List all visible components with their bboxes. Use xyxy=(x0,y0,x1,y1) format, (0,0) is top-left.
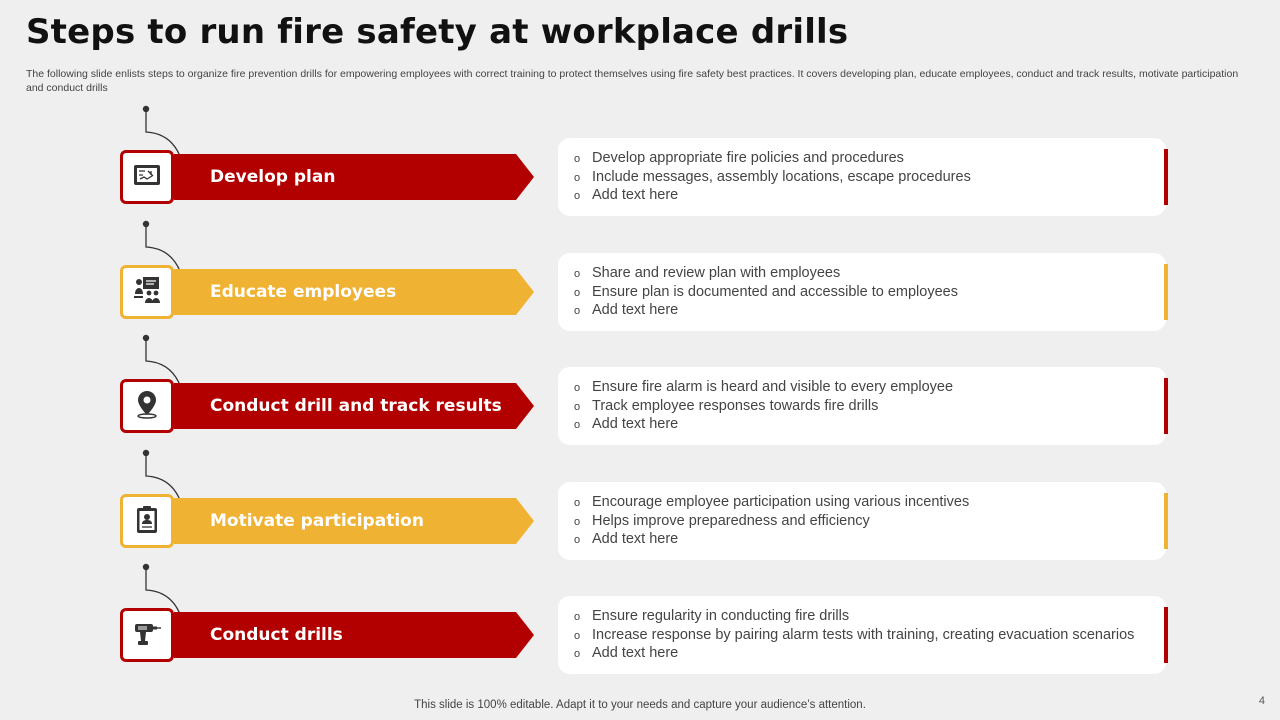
bullet-text: Ensure plan is documented and accessible… xyxy=(592,283,958,300)
step-details-card: o Ensure regularity in conducting fire dr… xyxy=(558,596,1168,674)
step-banner: Develop plan xyxy=(174,154,534,200)
step-icon-box xyxy=(120,150,174,204)
bullet-item: o Ensure fire alarm is heard and visible … xyxy=(574,379,1150,398)
step-icon-box xyxy=(120,265,174,319)
card-accent-bar xyxy=(1164,264,1168,320)
bullet-item: o Track employee responses towards fire d… xyxy=(574,398,1150,417)
bullet-list: o Develop appropriate fire policies and p… xyxy=(574,150,1150,206)
bullet-marker: o xyxy=(574,286,581,299)
bullet-marker: o xyxy=(574,153,581,165)
bullet-item: o Ensure plan is documented and accessibl… xyxy=(574,284,1150,303)
page-number: 4 xyxy=(1258,695,1265,707)
bullet-list: o Ensure fire alarm is heard and visible … xyxy=(574,379,1150,435)
bullet-item: o Add text here xyxy=(574,302,1150,321)
bullet-list: o Share and review plan with employees o En… xyxy=(574,265,1150,321)
bullet-item: o Ensure regularity in conducting fire dr… xyxy=(574,608,1150,627)
step-label: Motivate participation xyxy=(210,511,424,531)
clipboard-profile-icon xyxy=(131,503,163,540)
step-details-card: o Develop appropriate fire policies and p… xyxy=(558,138,1168,216)
bullet-item: o Add text here xyxy=(574,416,1150,435)
step-details-card: o Encourage employee participation using … xyxy=(558,482,1168,560)
step-row-4: Motivate participation o Encourage employe… xyxy=(0,448,1280,568)
training-presentation-icon xyxy=(131,274,163,311)
location-pin-icon xyxy=(131,388,163,425)
bullet-marker: o xyxy=(574,171,581,184)
bullet-text: Develop appropriate fire policies and pr… xyxy=(592,150,904,166)
bullet-text: Increase response by pairing alarm tests… xyxy=(592,626,1135,643)
step-label: Develop plan xyxy=(210,167,336,187)
step-details-card: o Share and review plan with employees o En… xyxy=(558,253,1168,331)
step-icon-box xyxy=(120,608,174,662)
bullet-text: Ensure fire alarm is heard and visible t… xyxy=(592,379,954,395)
bullet-marker: o xyxy=(574,497,581,509)
step-row-1: Develop plan o Develop appropriate fire po… xyxy=(0,104,1280,224)
bullet-list: o Ensure regularity in conducting fire dr… xyxy=(574,608,1150,664)
step-banner: Conduct drill and track results xyxy=(174,383,534,429)
bullet-text: Share and review plan with employees xyxy=(592,265,841,281)
step-banner: Motivate participation xyxy=(174,498,534,544)
step-banner: Conduct drills xyxy=(174,612,534,658)
bullet-marker: o xyxy=(574,611,581,623)
bullet-marker: o xyxy=(574,534,581,546)
bullet-marker: o xyxy=(574,629,581,642)
step-details-card: o Ensure fire alarm is heard and visible … xyxy=(558,367,1168,445)
step-row-2: Educate employees o Share and review plan … xyxy=(0,219,1280,339)
bullet-marker: o xyxy=(574,648,581,660)
bullet-text: Include messages, assembly locations, es… xyxy=(592,168,971,185)
bullet-text: Track employee responses towards fire dr… xyxy=(592,397,879,414)
bullet-marker: o xyxy=(574,268,581,280)
bullet-item: o Helps improve preparedness and efficien… xyxy=(574,513,1150,532)
step-row-3: Conduct drill and track results o Ensure f… xyxy=(0,333,1280,453)
slide-title: Steps to run fire safety at workplace dr… xyxy=(26,12,849,52)
step-icon-box xyxy=(120,379,174,433)
bullet-text: Add text here xyxy=(592,531,679,547)
bullet-text: Ensure regularity in conducting fire dri… xyxy=(592,608,850,624)
bullet-marker: o xyxy=(574,419,581,431)
step-label: Educate employees xyxy=(210,282,397,302)
bullet-text: Add text here xyxy=(592,416,679,432)
bullet-marker: o xyxy=(574,515,581,528)
slide-subtitle: The following slide enlists steps to org… xyxy=(26,68,1239,94)
step-banner: Educate employees xyxy=(174,269,534,315)
card-accent-bar xyxy=(1164,378,1168,434)
footer-note: This slide is 100% editable. Adapt it to… xyxy=(414,699,866,711)
step-label: Conduct drill and track results xyxy=(210,396,502,416)
bullet-text: Helps improve preparedness and efficienc… xyxy=(592,512,870,529)
bullet-marker: o xyxy=(574,305,581,317)
card-accent-bar xyxy=(1164,149,1168,205)
power-drill-icon xyxy=(131,617,163,654)
step-icon-box xyxy=(120,494,174,548)
bullet-item: o Share and review plan with employees xyxy=(574,265,1150,284)
bullet-marker: o xyxy=(574,190,581,202)
step-label: Conduct drills xyxy=(210,625,343,645)
bullet-item: o Increase response by pairing alarm test… xyxy=(574,627,1150,646)
bullet-item: o Encourage employee participation using … xyxy=(574,494,1150,513)
bullet-item: o Add text here xyxy=(574,645,1150,664)
bullet-text: Encourage employee participation using v… xyxy=(592,494,970,510)
bullet-text: Add text here xyxy=(592,302,679,318)
bullet-text: Add text here xyxy=(592,645,679,661)
bullet-item: o Include messages, assembly locations, e… xyxy=(574,169,1150,188)
floor-plan-icon xyxy=(131,159,163,196)
card-accent-bar xyxy=(1164,607,1168,663)
card-accent-bar xyxy=(1164,493,1168,549)
bullet-list: o Encourage employee participation using … xyxy=(574,494,1150,550)
bullet-item: o Develop appropriate fire policies and p… xyxy=(574,150,1150,169)
step-row-5: Conduct drills o Ensure regularity in cond… xyxy=(0,562,1280,682)
bullet-item: o Add text here xyxy=(574,531,1150,550)
bullet-marker: o xyxy=(574,382,581,394)
bullet-text: Add text here xyxy=(592,187,679,203)
bullet-item: o Add text here xyxy=(574,187,1150,206)
bullet-marker: o xyxy=(574,400,581,413)
